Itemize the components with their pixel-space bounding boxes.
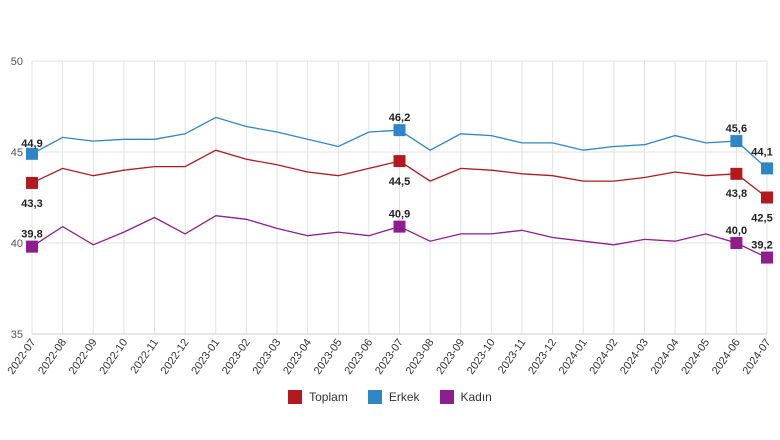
x-tick-label: 2023-12	[526, 337, 559, 377]
x-tick-label: 2024-03	[618, 337, 651, 377]
data-marker	[26, 240, 38, 253]
x-tick-label: 2023-10	[465, 337, 498, 377]
x-tick-label: 2022-10	[97, 337, 130, 377]
x-tick-label: 2023-06	[342, 337, 375, 377]
data-marker	[26, 147, 38, 160]
legend-item-toplam[interactable]: Toplam	[288, 390, 348, 404]
x-tick-label: 2023-09	[434, 337, 467, 377]
x-tick-label: 2024-05	[679, 337, 712, 377]
x-tick-label: 2022-08	[36, 337, 69, 377]
x-tick-label: 2024-04	[649, 337, 682, 377]
legend-swatch-erkek	[367, 390, 382, 404]
x-tick-label: 2024-02	[587, 337, 620, 377]
y-tick-label: 50	[11, 56, 23, 68]
x-tick-label: 2023-08	[404, 337, 437, 377]
data-marker	[393, 124, 406, 137]
legend-label-erkek: Erkek	[388, 390, 420, 404]
x-tick-label: 2022-09	[67, 337, 100, 377]
data-marker	[393, 220, 406, 233]
legend-label-toplam: Toplam	[309, 390, 348, 404]
x-tick-label: 2024-06	[710, 337, 743, 377]
y-tick-label: 40	[11, 238, 23, 250]
legend-swatch-toplam	[288, 390, 303, 404]
x-tick-label: 2022-07	[5, 337, 38, 377]
x-tick-label: 2024-07	[740, 337, 773, 377]
data-marker	[761, 191, 773, 204]
x-tick-label: 2024-01	[557, 337, 590, 377]
data-marker	[761, 251, 773, 264]
data-label: 43,3	[21, 198, 42, 210]
x-tick-label: 2023-07	[373, 337, 406, 377]
data-marker	[730, 237, 743, 249]
y-tick-label: 35	[11, 329, 23, 341]
data-marker	[26, 176, 38, 189]
data-marker	[730, 167, 743, 180]
legend-label-kadin: Kadın	[460, 390, 492, 404]
x-tick-label: 2022-11	[128, 337, 161, 376]
x-tick-label: 2023-02	[220, 337, 253, 377]
data-label: 40,9	[389, 209, 410, 221]
data-label: 44,9	[21, 138, 42, 150]
legend-swatch-kadin	[439, 390, 454, 404]
x-tick-label: 2023-03	[250, 337, 283, 377]
x-tick-label: 2022-12	[159, 337, 192, 377]
x-tick-label: 2023-04	[281, 337, 314, 377]
data-label: 45,6	[726, 123, 747, 135]
data-label: 44,5	[389, 176, 410, 188]
data-marker	[393, 155, 406, 168]
y-tick-label: 45	[11, 147, 23, 159]
data-label: 42,5	[751, 213, 772, 225]
data-marker	[730, 135, 743, 148]
data-label: 44,1	[751, 146, 772, 158]
legend-item-kadin[interactable]: Kadın	[439, 390, 492, 404]
data-marker	[761, 162, 773, 175]
x-tick-label: 2023-01	[189, 337, 222, 377]
data-label: 39,2	[751, 240, 772, 252]
x-tick-label: 2023-05	[312, 337, 345, 377]
data-label: 40,0	[726, 225, 747, 237]
data-label: 39,8	[21, 229, 42, 241]
data-label: 46,2	[389, 112, 410, 124]
chart-legend: Toplam Erkek Kadın	[0, 390, 780, 404]
chart-grid	[31, 60, 768, 335]
legend-item-erkek[interactable]: Erkek	[367, 390, 420, 404]
data-label: 43,8	[726, 188, 747, 200]
x-tick-label: 2023-11	[496, 337, 529, 376]
chart-data-labels: 43,3 44,5 43,8 42,5 44,9 46,2 45,6 44,1 39,8 40,9…	[21, 112, 772, 251]
chart-markers	[26, 124, 773, 264]
